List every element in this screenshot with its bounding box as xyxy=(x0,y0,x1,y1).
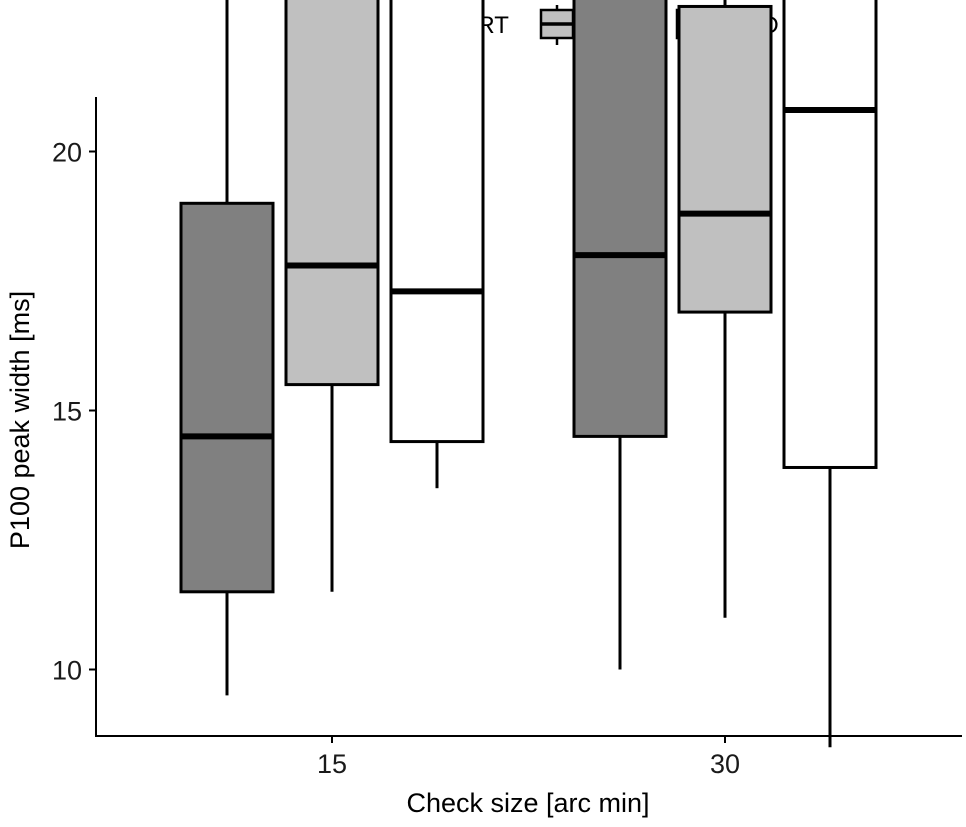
y-tick-label-20: 20 xyxy=(52,138,82,168)
box-iqr xyxy=(179,201,275,594)
box-led-30 xyxy=(782,0,878,748)
box-crt-30 xyxy=(572,0,668,670)
box-iqr xyxy=(284,0,380,387)
box-led-15 xyxy=(389,0,485,489)
y-tick-label-10: 10 xyxy=(52,656,82,686)
x-ticks: 15 30 xyxy=(317,736,740,779)
y-ticks: 1015202530 xyxy=(52,138,96,686)
x-tick-label-15: 15 xyxy=(317,749,347,779)
box-iqr xyxy=(389,0,485,444)
x-tick-label-30: 30 xyxy=(710,749,740,779)
boxes xyxy=(179,0,878,748)
box-lcd-15 xyxy=(284,0,380,592)
x-axis-title: Check size [arc min] xyxy=(406,788,649,818)
box-iqr xyxy=(677,4,773,314)
y-tick-label-15: 15 xyxy=(52,397,82,427)
box-iqr xyxy=(572,0,668,438)
y-axis-title: P100 peak width [ms] xyxy=(5,291,35,549)
axes xyxy=(95,97,962,737)
box-iqr xyxy=(782,0,878,469)
box-lcd-30 xyxy=(677,0,773,618)
box-crt-15 xyxy=(179,0,275,696)
